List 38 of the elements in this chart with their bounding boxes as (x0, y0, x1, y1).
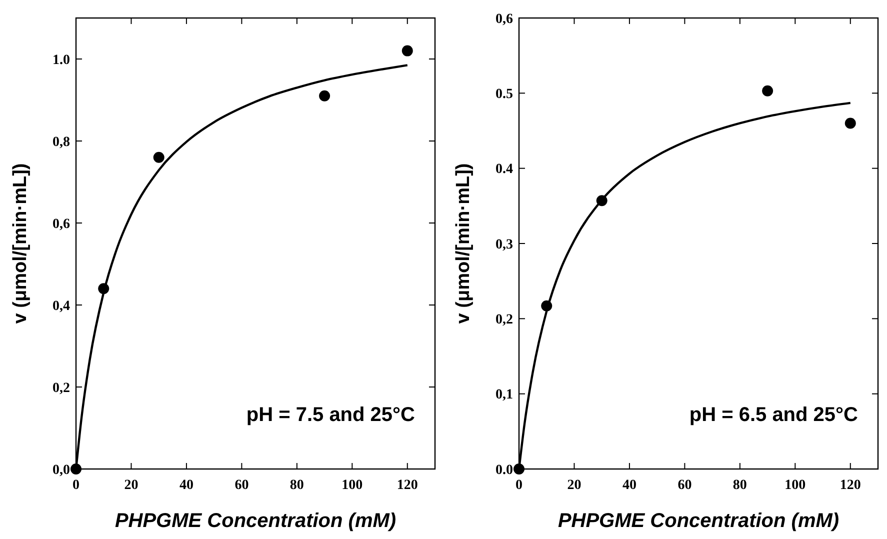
y-tick-label: 0,3 (496, 237, 513, 252)
annotation: pH = 7.5 and 25°C (246, 404, 415, 426)
point (402, 45, 413, 56)
point (153, 152, 164, 163)
x-tick-label: 40 (622, 478, 636, 493)
x-tick-label: 0 (72, 478, 80, 493)
x-tick-label: 80 (732, 478, 747, 493)
y-tick-label: 0,2 (496, 312, 513, 328)
x-axis-title: PHPGME Concentration (mM) (114, 510, 396, 532)
y-tick-label: 0,0 (52, 462, 70, 478)
x-tick-label: 40 (179, 478, 194, 493)
x-tick-label: 0 (516, 478, 522, 493)
x-tick-label: 20 (124, 478, 138, 493)
y-tick-label: 0,6 (496, 12, 513, 27)
x-tick-label: 120 (396, 478, 418, 493)
x-tick-label: 100 (342, 478, 363, 493)
y-axis-title: v (μmol/[min·mL]) (453, 163, 474, 324)
y-tick-label: 0.0 (496, 462, 513, 478)
y-axis-title: v (μmol/[min·mL]) (10, 163, 31, 324)
x-tick-label: 120 (840, 478, 861, 493)
point (319, 90, 330, 102)
point (844, 118, 856, 129)
x-tick-label: 60 (678, 478, 692, 493)
x-tick-label: 100 (784, 478, 806, 493)
y-tick-label: 0.5 (496, 87, 513, 102)
x-tick-label: 20 (567, 478, 582, 493)
y-tick-label: 0,6 (52, 216, 70, 232)
y-tick-label: 1.0 (52, 52, 70, 68)
point (762, 85, 774, 96)
y-tick-label: 0,1 (496, 388, 513, 403)
y-tick-label: 0,8 (52, 134, 70, 150)
x-tick-label: 80 (290, 478, 304, 493)
annotation: pH = 6.5 and 25°C (689, 404, 858, 426)
y-tick-label: 0,2 (52, 380, 70, 396)
x-tick-label: 60 (234, 478, 249, 493)
y-tick-label: 0,4 (52, 298, 70, 314)
x-axis-title: PHPGME Concentration (mM) (558, 510, 840, 532)
y-tick-label: 0.4 (496, 162, 513, 178)
